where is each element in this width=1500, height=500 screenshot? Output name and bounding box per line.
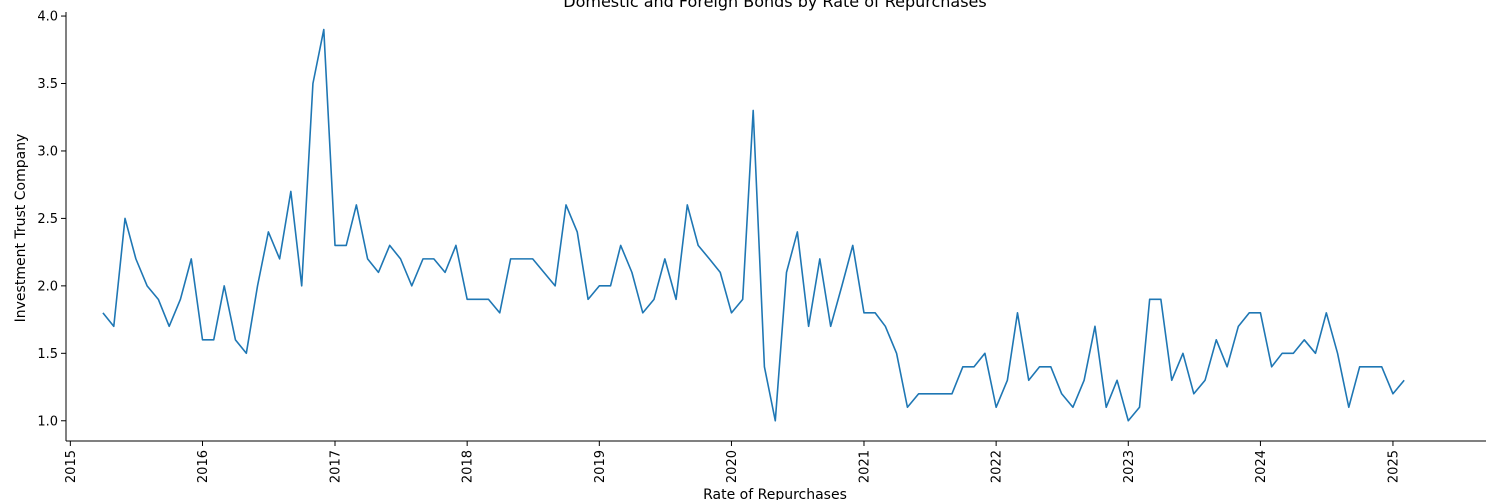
y-tick-label: 3.0 — [37, 144, 58, 159]
x-tick-label: 2022 — [990, 450, 1005, 483]
x-tick-label: 2015 — [64, 450, 79, 483]
series-line — [102, 28, 1405, 422]
x-tick-label: 2021 — [857, 450, 872, 483]
x-tick-label: 2018 — [461, 450, 476, 483]
y-tick-label: 4.0 — [37, 10, 58, 25]
x-axis-ticks: 2015 2016 2017 2018 2019 2020 2021 2022 2023 2024… — [64, 441, 1401, 483]
y-tick-label: 1.5 — [37, 347, 58, 362]
x-tick-label: 2025 — [1386, 450, 1401, 483]
y-tick-label: 2.0 — [37, 279, 58, 294]
x-tick-label: 2024 — [1254, 450, 1269, 483]
x-tick-label: 2020 — [725, 450, 740, 483]
y-axis-label: Investment Trust Company — [13, 134, 29, 323]
x-tick-label: 2023 — [1122, 450, 1137, 483]
y-tick-label: 3.5 — [37, 77, 58, 92]
x-tick-label: 2016 — [196, 450, 211, 483]
y-tick-label: 1.0 — [37, 414, 58, 429]
y-axis-ticks: 1.0 1.5 2.0 2.5 3.0 3.5 4.0 — [37, 10, 66, 429]
x-tick-label: 2019 — [593, 450, 608, 483]
x-tick-label: 2017 — [329, 450, 344, 483]
chart-title: Domestic and Foreign Bonds by Rate of Re… — [563, 0, 986, 11]
y-tick-label: 2.5 — [37, 212, 58, 227]
x-axis-label: Rate of Repurchases — [703, 487, 847, 500]
